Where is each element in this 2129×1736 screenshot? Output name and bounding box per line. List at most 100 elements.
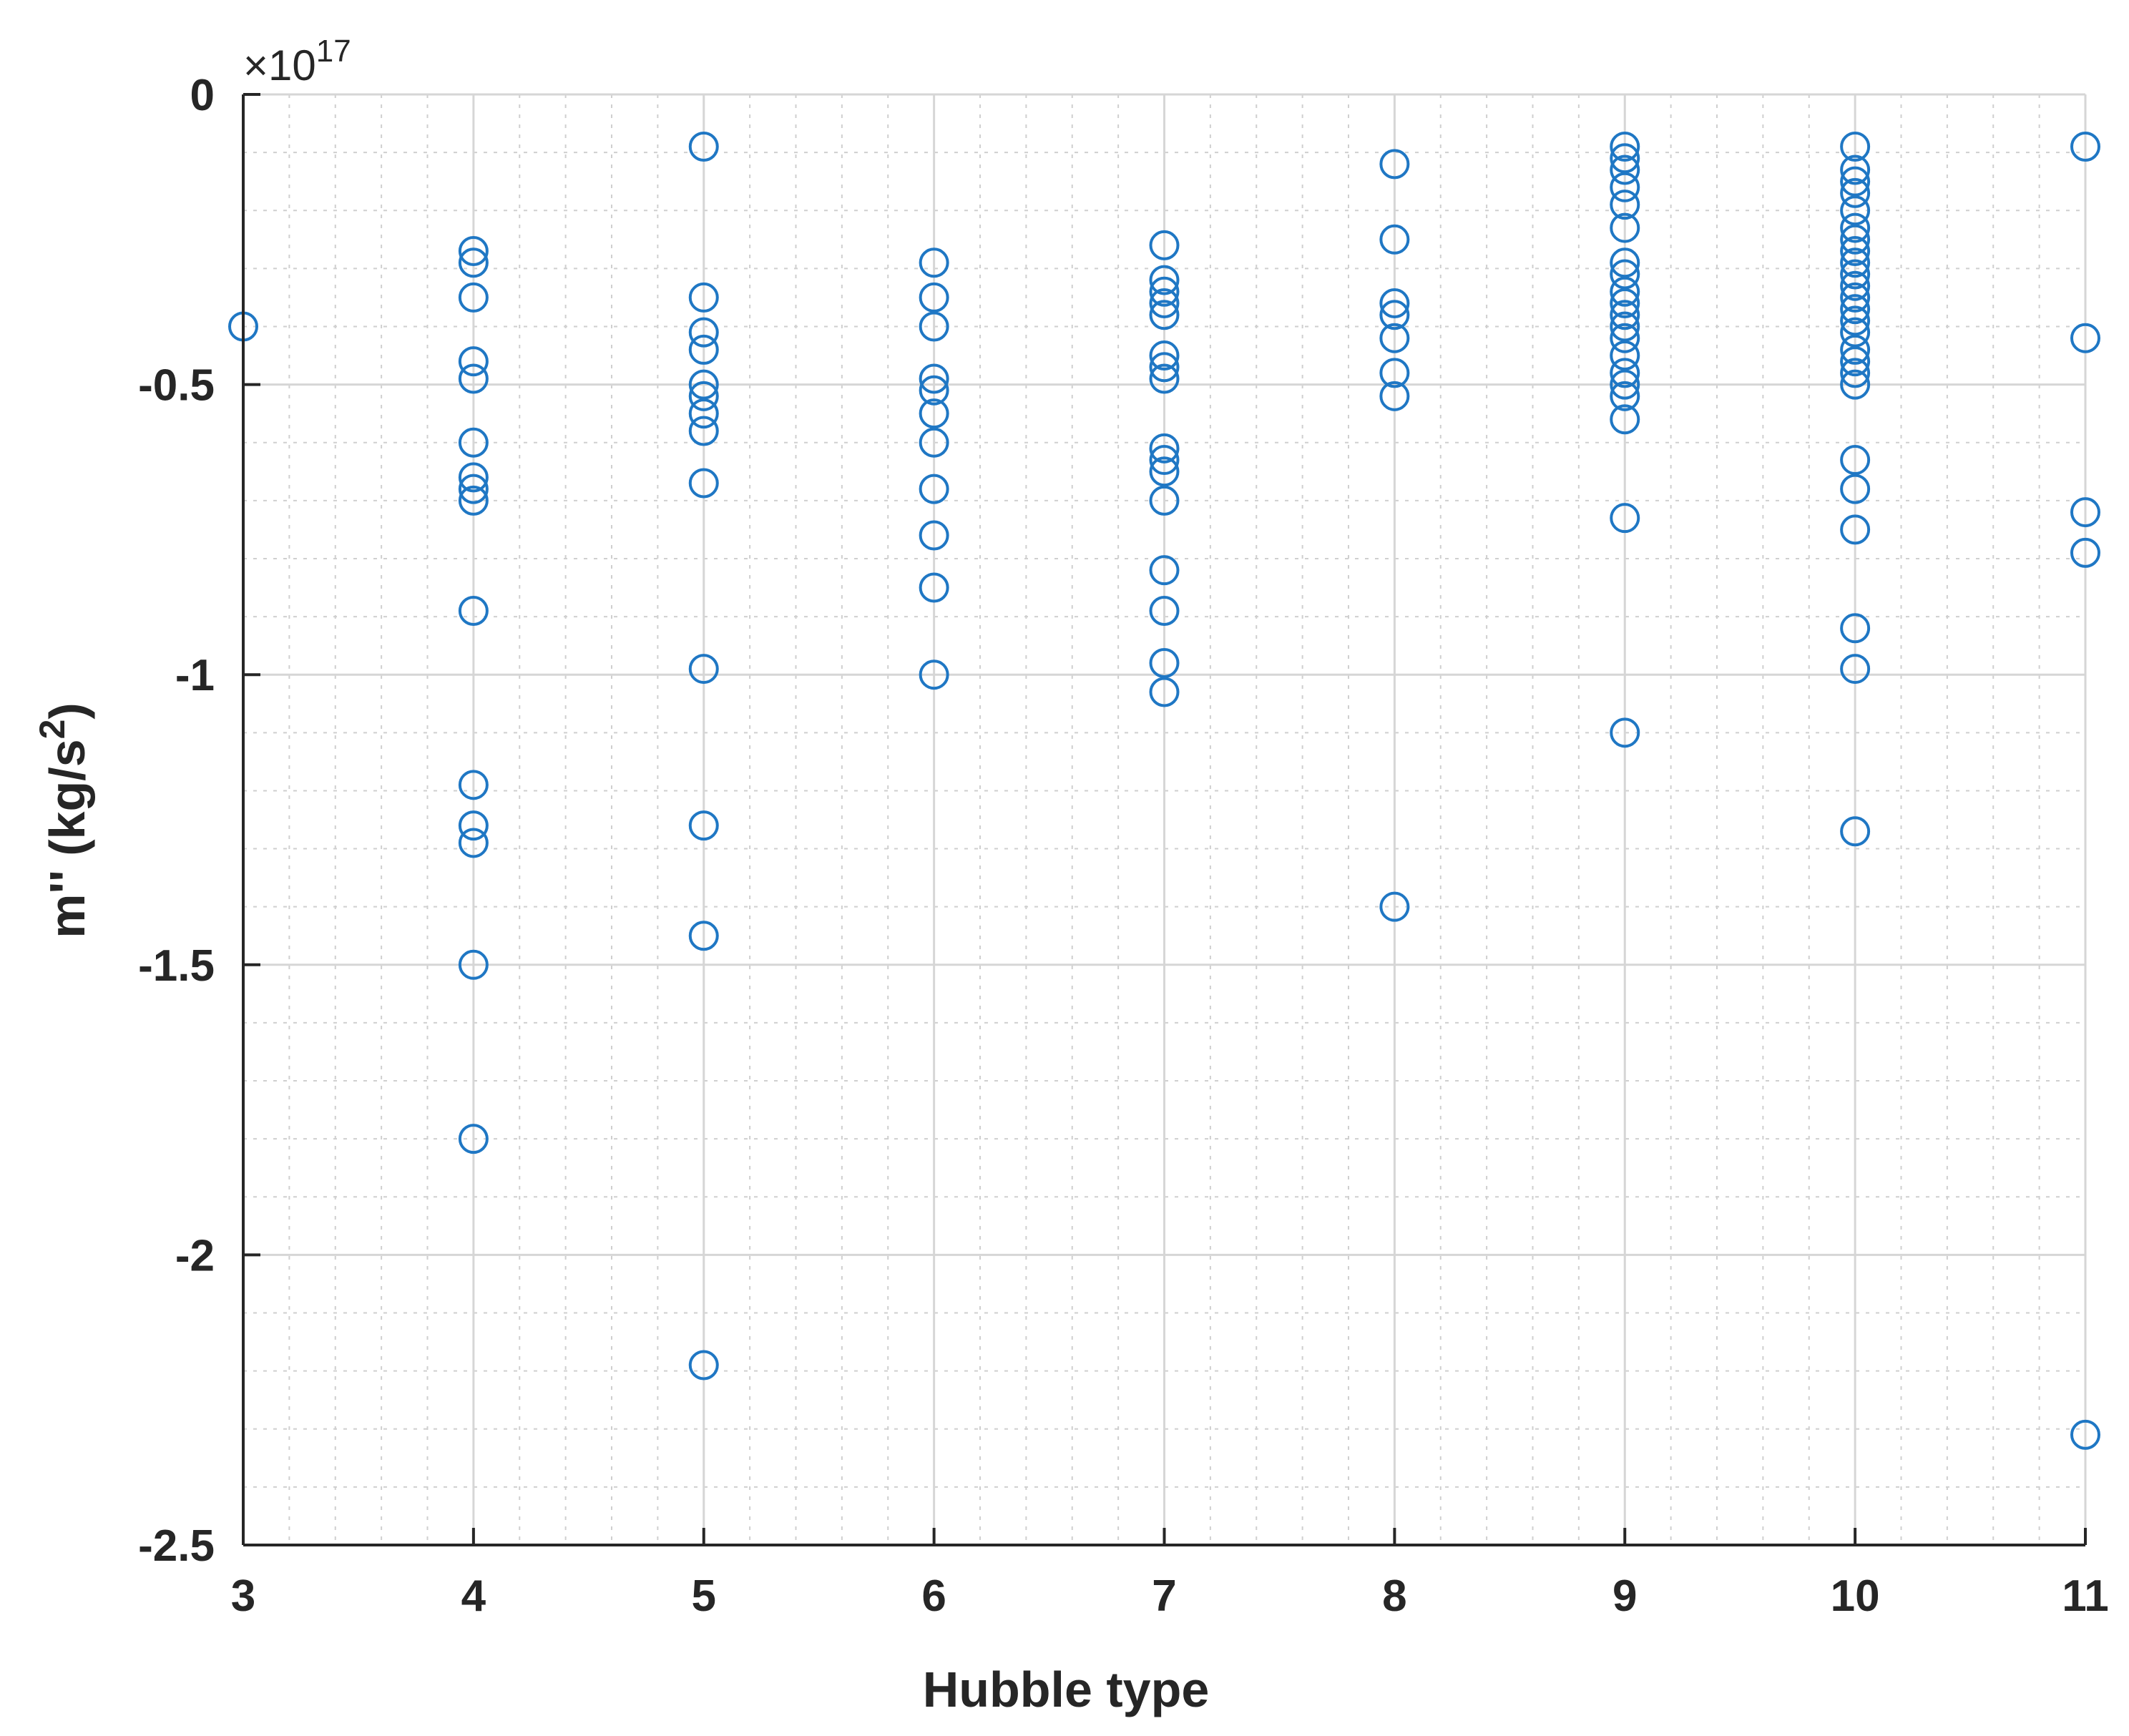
data-point: [919, 572, 949, 603]
data-point: [458, 346, 489, 377]
data-point: [919, 311, 949, 342]
y-exponent-label: ×1017: [243, 34, 351, 89]
data-point: [1610, 259, 1640, 290]
data-point: [1149, 445, 1180, 476]
data-point: [1840, 155, 1871, 185]
data-point: [2070, 323, 2100, 353]
x-tick-label: 5: [692, 1571, 716, 1621]
data-point: [2070, 132, 2100, 162]
data-point: [919, 282, 949, 313]
data-point: [458, 363, 489, 394]
x-tick-label: 8: [1382, 1571, 1406, 1621]
data-point: [1840, 514, 1871, 545]
data-point: [1840, 358, 1871, 388]
data-point: [1379, 358, 1410, 388]
data-point: [1610, 212, 1640, 243]
data-point: [458, 1124, 489, 1154]
data-point: [1840, 474, 1871, 504]
data-point: [458, 474, 489, 504]
data-point: [1840, 613, 1871, 644]
data-point: [919, 363, 949, 394]
y-tick-labels: 0 -0.5 -1 -1.5 -2 -2.5: [138, 71, 215, 1571]
data-point: [458, 247, 489, 278]
data-point: [1840, 445, 1871, 476]
y-tick-label: -1: [175, 651, 215, 700]
data-point: [1840, 195, 1871, 226]
y-tick-label: -0.5: [138, 361, 215, 411]
data-point: [1840, 247, 1871, 278]
data-point: [458, 236, 489, 267]
data-point: [1149, 352, 1180, 383]
data-point: [458, 485, 489, 516]
data-point: [1149, 456, 1180, 487]
data-point: [1840, 177, 1871, 208]
data-point: [458, 770, 489, 800]
data-point: [1149, 300, 1180, 330]
data-point: [1840, 212, 1871, 243]
data-point: [919, 427, 949, 458]
y-tick-label: 0: [190, 71, 215, 120]
data-point: [1149, 433, 1180, 464]
y-tick-label: -2.5: [138, 1521, 215, 1571]
x-tick-label: 9: [1612, 1571, 1637, 1621]
data-point: [1149, 595, 1180, 626]
x-tick-labels: 3 4 5 6 7 8 9 10 11: [231, 1571, 2109, 1621]
data-point: [1149, 363, 1180, 394]
data-point: [1610, 323, 1640, 353]
y-tick-label: -2: [175, 1231, 215, 1280]
data-point: [1379, 288, 1410, 319]
data-point: [1610, 288, 1640, 319]
data-point: [688, 416, 719, 446]
data-point: [1610, 190, 1640, 220]
axes: [242, 93, 2087, 1546]
x-tick-label: 11: [2062, 1571, 2109, 1621]
data-point: [919, 659, 949, 690]
data-point: [1610, 717, 1640, 748]
data-points: [228, 132, 2100, 1450]
data-point: [688, 468, 719, 499]
x-tick-label: 10: [1831, 1571, 1880, 1621]
x-tick-label: 7: [1152, 1571, 1176, 1621]
data-point: [1379, 381, 1410, 411]
data-point: [1840, 270, 1871, 301]
data-point: [1840, 224, 1871, 255]
data-point: [1379, 891, 1410, 922]
data-point: [1610, 369, 1640, 400]
data-point: [458, 595, 489, 626]
major-grid: [242, 93, 2087, 1546]
data-point: [1149, 276, 1180, 307]
data-point: [1149, 340, 1180, 371]
data-point: [1610, 503, 1640, 534]
y-tick-label: -1.5: [138, 941, 215, 991]
data-point: [688, 398, 719, 429]
data-point: [2070, 537, 2100, 568]
data-point: [1379, 224, 1410, 255]
data-point: [1149, 555, 1180, 586]
data-point: [688, 1350, 719, 1381]
data-point: [1610, 311, 1640, 342]
data-point: [2070, 1419, 2100, 1450]
data-point: [1610, 340, 1640, 371]
data-point: [458, 810, 489, 841]
data-point: [688, 921, 719, 951]
data-point: [919, 474, 949, 504]
data-point: [1379, 323, 1410, 353]
data-point: [919, 520, 949, 551]
data-point: [1149, 485, 1180, 516]
x-tick-label: 4: [461, 1571, 486, 1621]
data-point: [458, 949, 489, 980]
data-point: [458, 828, 489, 858]
data-point: [1610, 276, 1640, 307]
data-point: [1610, 143, 1640, 174]
data-point: [1149, 288, 1180, 319]
data-point: [458, 282, 489, 313]
data-point: [1149, 677, 1180, 707]
data-point: [1149, 647, 1180, 678]
data-point: [1840, 282, 1871, 313]
data-point: [1840, 305, 1871, 336]
data-point: [1840, 346, 1871, 377]
data-point: [1840, 654, 1871, 685]
data-point: [919, 398, 949, 429]
